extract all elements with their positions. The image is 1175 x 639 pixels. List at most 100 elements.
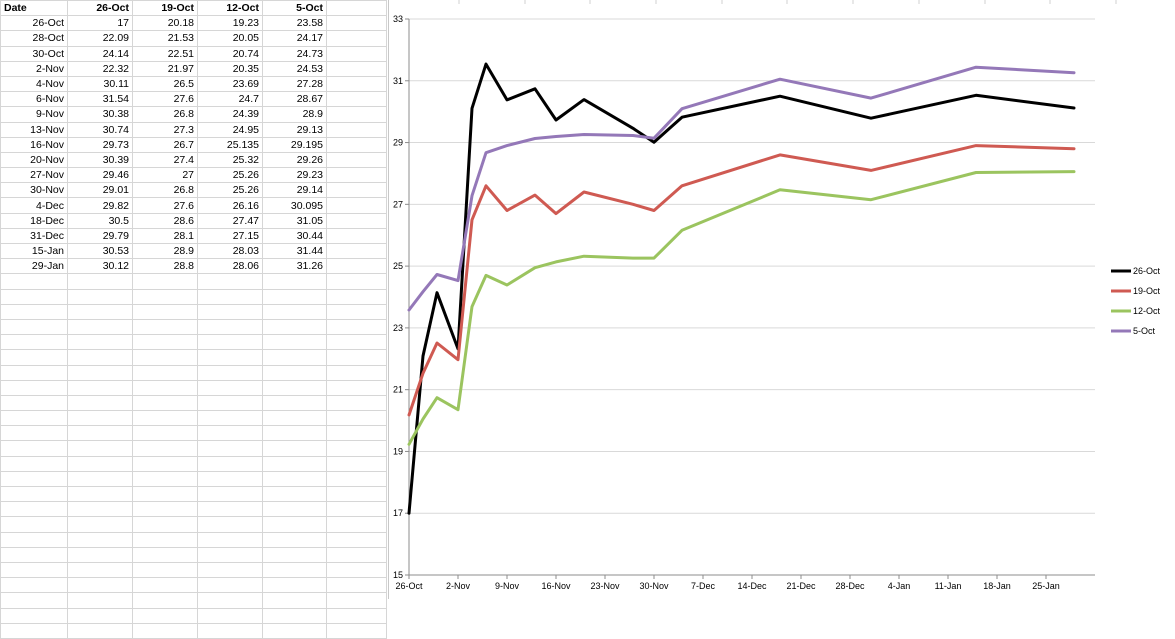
empty-cell[interactable] (326, 91, 387, 108)
empty-cell[interactable] (0, 470, 68, 488)
value-cell[interactable]: 29.82 (67, 197, 133, 214)
empty-cell[interactable] (67, 410, 133, 427)
empty-cell[interactable] (326, 607, 387, 624)
value-cell[interactable]: 26.8 (132, 182, 198, 199)
empty-cell[interactable] (326, 577, 387, 594)
empty-cell[interactable] (0, 318, 68, 336)
value-cell[interactable]: 24.95 (197, 121, 263, 138)
empty-cell[interactable] (132, 425, 198, 442)
empty-cell[interactable] (132, 516, 198, 533)
value-cell[interactable]: 30.53 (67, 242, 133, 260)
value-cell[interactable]: 25.26 (197, 167, 263, 184)
empty-cell[interactable] (197, 516, 263, 533)
empty-cell[interactable] (197, 470, 263, 488)
value-cell[interactable]: 27.4 (132, 151, 198, 169)
empty-cell[interactable] (67, 394, 133, 412)
value-cell[interactable]: 28.1 (132, 227, 198, 245)
date-cell[interactable]: 9-Nov (0, 106, 68, 123)
empty-cell[interactable] (262, 561, 327, 579)
empty-cell[interactable] (67, 531, 133, 548)
empty-cell[interactable] (326, 561, 387, 579)
empty-cell[interactable] (67, 334, 133, 351)
empty-cell[interactable] (132, 470, 198, 488)
empty-cell[interactable] (326, 242, 387, 260)
empty-cell[interactable] (132, 592, 198, 609)
empty-cell[interactable] (197, 622, 263, 639)
empty-cell[interactable] (197, 531, 263, 548)
empty-cell[interactable] (262, 546, 327, 563)
header-cell-date[interactable]: Date (0, 0, 68, 17)
empty-cell[interactable] (326, 197, 387, 214)
empty-cell[interactable] (262, 501, 327, 518)
empty-cell[interactable] (262, 607, 327, 624)
empty-cell[interactable] (0, 592, 68, 609)
value-cell[interactable]: 26.8 (132, 106, 198, 123)
value-cell[interactable]: 30.38 (67, 106, 133, 123)
date-cell[interactable]: 29-Jan (0, 258, 68, 275)
empty-cell[interactable] (326, 364, 387, 381)
date-cell[interactable]: 30-Oct (0, 45, 68, 62)
empty-cell[interactable] (326, 546, 387, 563)
empty-cell[interactable] (197, 546, 263, 563)
value-cell[interactable]: 31.44 (262, 242, 327, 260)
empty-cell[interactable] (0, 485, 68, 503)
value-cell[interactable]: 25.135 (197, 136, 263, 153)
value-cell[interactable]: 29.46 (67, 167, 133, 184)
empty-cell[interactable] (0, 546, 68, 563)
empty-cell[interactable] (326, 212, 387, 229)
value-cell[interactable]: 22.51 (132, 45, 198, 62)
spreadsheet[interactable]: Date 26-Oct 19-Oct 12-Oct 5-Oct 26-Oct 17 20.18… (0, 0, 390, 639)
empty-cell[interactable] (132, 501, 198, 518)
date-cell[interactable]: 28-Oct (0, 30, 68, 47)
header-cell-series[interactable]: 5-Oct (262, 0, 327, 17)
empty-cell[interactable] (326, 410, 387, 427)
empty-cell[interactable] (326, 501, 387, 518)
empty-cell[interactable] (67, 364, 133, 381)
header-cell-series[interactable]: 12-Oct (197, 0, 263, 17)
date-cell[interactable]: 4-Dec (0, 197, 68, 214)
value-cell[interactable]: 27.6 (132, 91, 198, 108)
empty-cell[interactable] (326, 106, 387, 123)
empty-cell[interactable] (0, 303, 68, 320)
empty-cell[interactable] (326, 485, 387, 503)
value-cell[interactable]: 26.16 (197, 197, 263, 214)
date-cell[interactable]: 13-Nov (0, 121, 68, 138)
value-cell[interactable]: 27 (132, 167, 198, 184)
empty-cell[interactable] (326, 622, 387, 639)
value-cell[interactable]: 31.54 (67, 91, 133, 108)
empty-cell[interactable] (262, 531, 327, 548)
empty-cell[interactable] (197, 410, 263, 427)
empty-cell[interactable] (262, 622, 327, 639)
empty-cell[interactable] (262, 455, 327, 472)
empty-cell[interactable] (197, 440, 263, 457)
value-cell[interactable]: 17 (67, 15, 133, 32)
empty-cell[interactable] (262, 577, 327, 594)
value-cell[interactable]: 20.74 (197, 45, 263, 62)
empty-cell[interactable] (262, 410, 327, 427)
empty-cell[interactable] (197, 561, 263, 579)
empty-cell[interactable] (326, 182, 387, 199)
empty-cell[interactable] (67, 592, 133, 609)
value-cell[interactable]: 29.01 (67, 182, 133, 199)
value-cell[interactable]: 20.35 (197, 60, 263, 77)
empty-cell[interactable] (197, 394, 263, 412)
date-cell[interactable]: 15-Jan (0, 242, 68, 260)
empty-cell[interactable] (0, 501, 68, 518)
empty-cell[interactable] (326, 227, 387, 245)
empty-cell[interactable] (197, 577, 263, 594)
empty-cell[interactable] (326, 303, 387, 320)
empty-cell[interactable] (132, 349, 198, 366)
value-cell[interactable]: 29.79 (67, 227, 133, 245)
empty-cell[interactable] (132, 303, 198, 320)
empty-cell[interactable] (326, 0, 387, 17)
empty-cell[interactable] (132, 318, 198, 336)
empty-cell[interactable] (262, 592, 327, 609)
value-cell[interactable]: 30.5 (67, 212, 133, 229)
empty-cell[interactable] (326, 592, 387, 609)
empty-cell[interactable] (262, 394, 327, 412)
value-cell[interactable]: 27.47 (197, 212, 263, 229)
empty-cell[interactable] (326, 470, 387, 488)
empty-cell[interactable] (326, 379, 387, 396)
empty-cell[interactable] (197, 318, 263, 336)
value-cell[interactable]: 28.67 (262, 91, 327, 108)
